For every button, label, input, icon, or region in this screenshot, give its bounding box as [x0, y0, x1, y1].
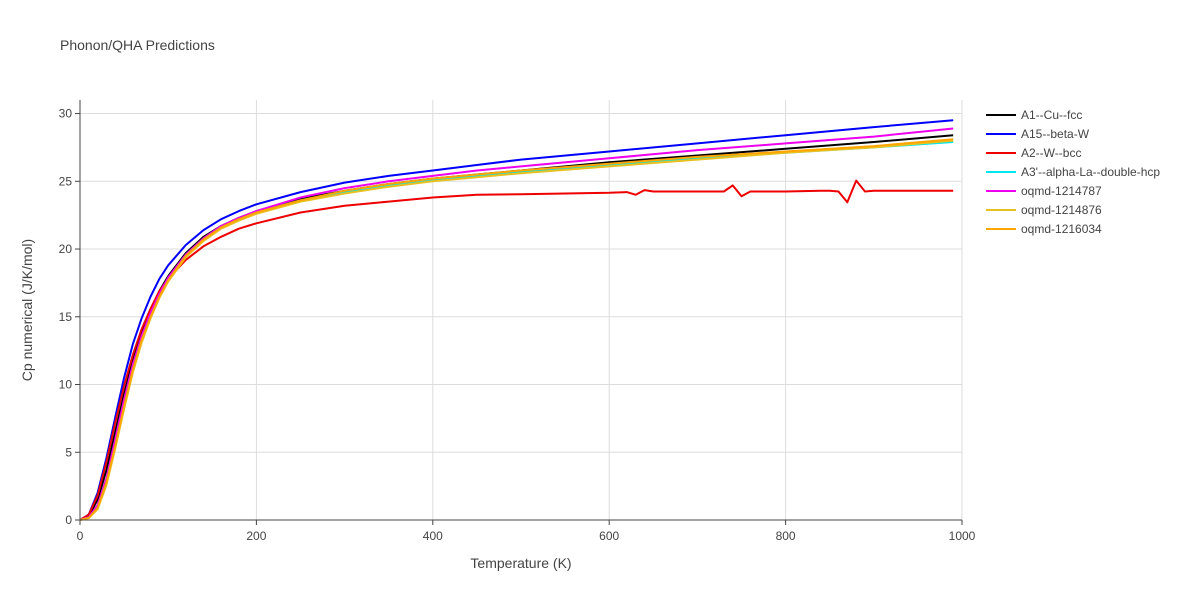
- x-tick-label: 400: [423, 529, 443, 543]
- series-line-6: [79, 138, 954, 521]
- x-tick-label: 200: [246, 529, 266, 543]
- y-tick-label: 30: [59, 107, 73, 121]
- axes: [75, 100, 963, 525]
- grid: [80, 100, 963, 520]
- x-tick-label: 600: [599, 529, 619, 543]
- y-tick-label: 10: [59, 378, 73, 392]
- y-tick-labels: 0 5 10 15 20 25 30: [59, 107, 73, 527]
- x-axis-title: Temperature (K): [470, 555, 571, 571]
- legend-item[interactable]: oqmd-1216034: [986, 222, 1102, 236]
- x-tick-label: 800: [776, 529, 796, 543]
- legend-item[interactable]: oqmd-1214787: [986, 184, 1102, 198]
- legend-item[interactable]: oqmd-1214876: [986, 203, 1102, 217]
- legend-item[interactable]: A2--W--bcc: [986, 146, 1081, 160]
- y-tick-label: 0: [65, 513, 72, 527]
- legend-label: A3'--alpha-La--double-hcp: [1021, 165, 1160, 179]
- legend[interactable]: A1--Cu--fcc A15--beta-W A2--W--bcc A3'--alp…: [986, 108, 1160, 236]
- y-tick-label: 20: [59, 242, 73, 256]
- series-line-3: [79, 141, 954, 521]
- x-tick-labels: 0 200 400 600 800 1000: [77, 529, 976, 543]
- series-line-4: [79, 127, 954, 521]
- series-lines: [79, 119, 954, 521]
- legend-label: oqmd-1214787: [1021, 184, 1102, 198]
- legend-label: oqmd-1216034: [1021, 222, 1102, 236]
- y-axis-title: Cp numerical (J/K/mol): [19, 239, 35, 381]
- legend-label: A1--Cu--fcc: [1021, 108, 1082, 122]
- legend-item[interactable]: A3'--alpha-La--double-hcp: [986, 165, 1160, 179]
- legend-item[interactable]: A15--beta-W: [986, 127, 1090, 141]
- legend-item[interactable]: A1--Cu--fcc: [986, 108, 1082, 122]
- legend-label: oqmd-1214876: [1021, 203, 1102, 217]
- x-tick-label: 1000: [949, 529, 976, 543]
- series-line-5: [79, 139, 954, 521]
- series-line-0: [79, 134, 954, 521]
- legend-label: A2--W--bcc: [1021, 146, 1081, 160]
- chart-title: Phonon/QHA Predictions: [60, 37, 215, 53]
- x-tick-label: 0: [77, 529, 84, 543]
- y-tick-label: 15: [59, 310, 73, 324]
- legend-label: A15--beta-W: [1021, 127, 1090, 141]
- series-line-1: [79, 119, 954, 521]
- y-tick-label: 5: [65, 445, 72, 459]
- series-line-2: [79, 179, 954, 521]
- y-tick-label: 25: [59, 174, 73, 188]
